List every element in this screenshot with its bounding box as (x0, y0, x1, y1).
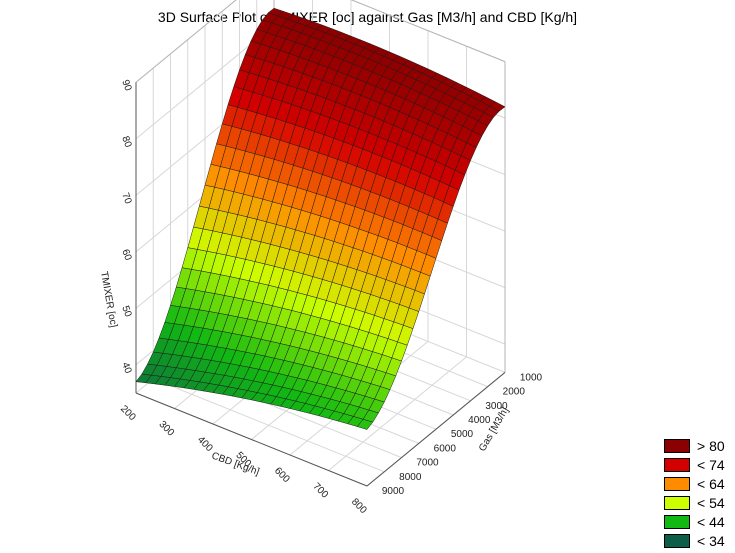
legend-item: < 64 (664, 474, 725, 493)
legend-item: < 44 (664, 512, 725, 531)
y-axis-line (366, 372, 506, 487)
z-tick-label: 80 (119, 135, 133, 150)
x-tick-label: 600 (272, 465, 292, 485)
legend-label: < 64 (697, 475, 725, 492)
legend-label: < 74 (697, 456, 725, 473)
legend: > 80 < 74 < 64 < 54 < 44 < 34 (664, 436, 725, 550)
legend-label: < 34 (697, 532, 725, 549)
y-tick-label: 8000 (399, 472, 422, 483)
z-tick-label: 90 (119, 78, 133, 93)
y-tick-label: 6000 (434, 443, 457, 454)
legend-swatch (664, 514, 690, 529)
legend-item: < 34 (664, 531, 725, 550)
y-tick-label: 2000 (503, 387, 526, 398)
grid-line (153, 378, 385, 473)
z-tick-label: 50 (119, 304, 133, 319)
legend-swatch (664, 495, 690, 510)
z-tick-label: 70 (119, 191, 133, 206)
box-edge (350, 0, 506, 63)
x-tick-label: 300 (156, 419, 176, 439)
x-tick-label: 200 (118, 403, 138, 423)
legend-item: < 54 (664, 493, 725, 512)
y-tick-label: 4000 (468, 415, 491, 426)
z-tick-label: 60 (119, 248, 133, 263)
z-axis-label: TMIXER [oc] (98, 271, 119, 329)
box-edge (135, 0, 237, 83)
legend-swatch (664, 457, 690, 472)
legend-item: < 74 (664, 455, 725, 474)
z-tick-label: 40 (119, 361, 133, 376)
x-tick-label: 400 (195, 434, 215, 454)
legend-label: > 80 (697, 437, 725, 454)
legend-swatch (664, 533, 690, 548)
surface-mesh (135, 7, 506, 430)
surface-cell (489, 101, 506, 112)
legend-item: > 80 (664, 436, 725, 455)
y-axis-label: Gas [M3/h] (477, 405, 511, 453)
x-tick-label: 800 (349, 496, 369, 516)
x-tick-label: 700 (310, 481, 330, 501)
y-tick-label: 1000 (520, 372, 543, 383)
legend-swatch (664, 476, 690, 491)
legend-label: < 44 (697, 513, 725, 530)
x-axis-line (135, 392, 368, 487)
legend-swatch (664, 438, 690, 453)
y-tick-label: 3000 (485, 401, 508, 412)
y-tick-label: 5000 (451, 429, 474, 440)
legend-label: < 54 (697, 494, 725, 511)
y-tick-label: 9000 (382, 486, 405, 497)
y-tick-label: 7000 (416, 458, 439, 469)
